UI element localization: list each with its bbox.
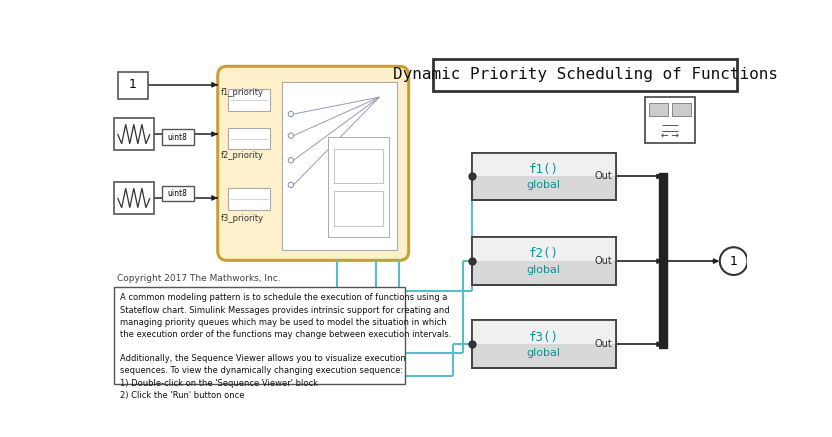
Text: f1_priority: f1_priority	[220, 88, 264, 97]
Text: Out: Out	[595, 339, 612, 349]
FancyBboxPatch shape	[228, 188, 270, 209]
Text: Copyright 2017 The Mathworks, Inc.: Copyright 2017 The Mathworks, Inc.	[116, 274, 280, 283]
Text: Out: Out	[595, 171, 612, 181]
FancyBboxPatch shape	[114, 182, 154, 214]
FancyBboxPatch shape	[228, 90, 270, 111]
FancyBboxPatch shape	[645, 97, 695, 143]
FancyBboxPatch shape	[659, 173, 666, 348]
Text: uint8: uint8	[168, 189, 188, 198]
Text: Out: Out	[595, 256, 612, 266]
FancyBboxPatch shape	[672, 103, 691, 115]
FancyBboxPatch shape	[106, 52, 747, 389]
Text: f3_priority: f3_priority	[220, 214, 264, 223]
Text: ← →: ← →	[661, 131, 679, 140]
FancyBboxPatch shape	[472, 153, 616, 177]
Text: A common modeling pattern is to schedule the execution of functions using a
Stat: A common modeling pattern is to schedule…	[120, 294, 451, 400]
FancyBboxPatch shape	[472, 237, 616, 285]
FancyBboxPatch shape	[117, 72, 148, 99]
FancyBboxPatch shape	[114, 287, 405, 384]
FancyBboxPatch shape	[114, 118, 154, 150]
FancyBboxPatch shape	[328, 137, 389, 237]
Circle shape	[720, 247, 747, 275]
Text: 1: 1	[730, 255, 737, 267]
Text: Dynamic Priority Scheduling of Functions: Dynamic Priority Scheduling of Functions	[393, 67, 778, 82]
Text: f3(): f3()	[528, 331, 558, 343]
Text: f2_priority: f2_priority	[220, 151, 264, 160]
FancyBboxPatch shape	[334, 149, 384, 184]
FancyBboxPatch shape	[472, 320, 616, 344]
FancyBboxPatch shape	[649, 103, 668, 115]
Text: f2(): f2()	[528, 247, 558, 260]
Text: 1: 1	[129, 78, 137, 91]
FancyBboxPatch shape	[472, 320, 616, 368]
FancyBboxPatch shape	[334, 191, 384, 225]
Text: global: global	[527, 348, 561, 358]
FancyBboxPatch shape	[433, 59, 737, 91]
FancyBboxPatch shape	[161, 186, 194, 201]
FancyBboxPatch shape	[161, 129, 194, 145]
Text: uint8: uint8	[168, 133, 188, 142]
FancyBboxPatch shape	[472, 237, 616, 261]
Text: global: global	[527, 265, 561, 275]
Text: global: global	[527, 180, 561, 190]
FancyBboxPatch shape	[218, 66, 409, 260]
Text: f1(): f1()	[528, 163, 558, 176]
FancyBboxPatch shape	[228, 128, 270, 149]
FancyBboxPatch shape	[282, 82, 397, 250]
FancyBboxPatch shape	[472, 153, 616, 200]
